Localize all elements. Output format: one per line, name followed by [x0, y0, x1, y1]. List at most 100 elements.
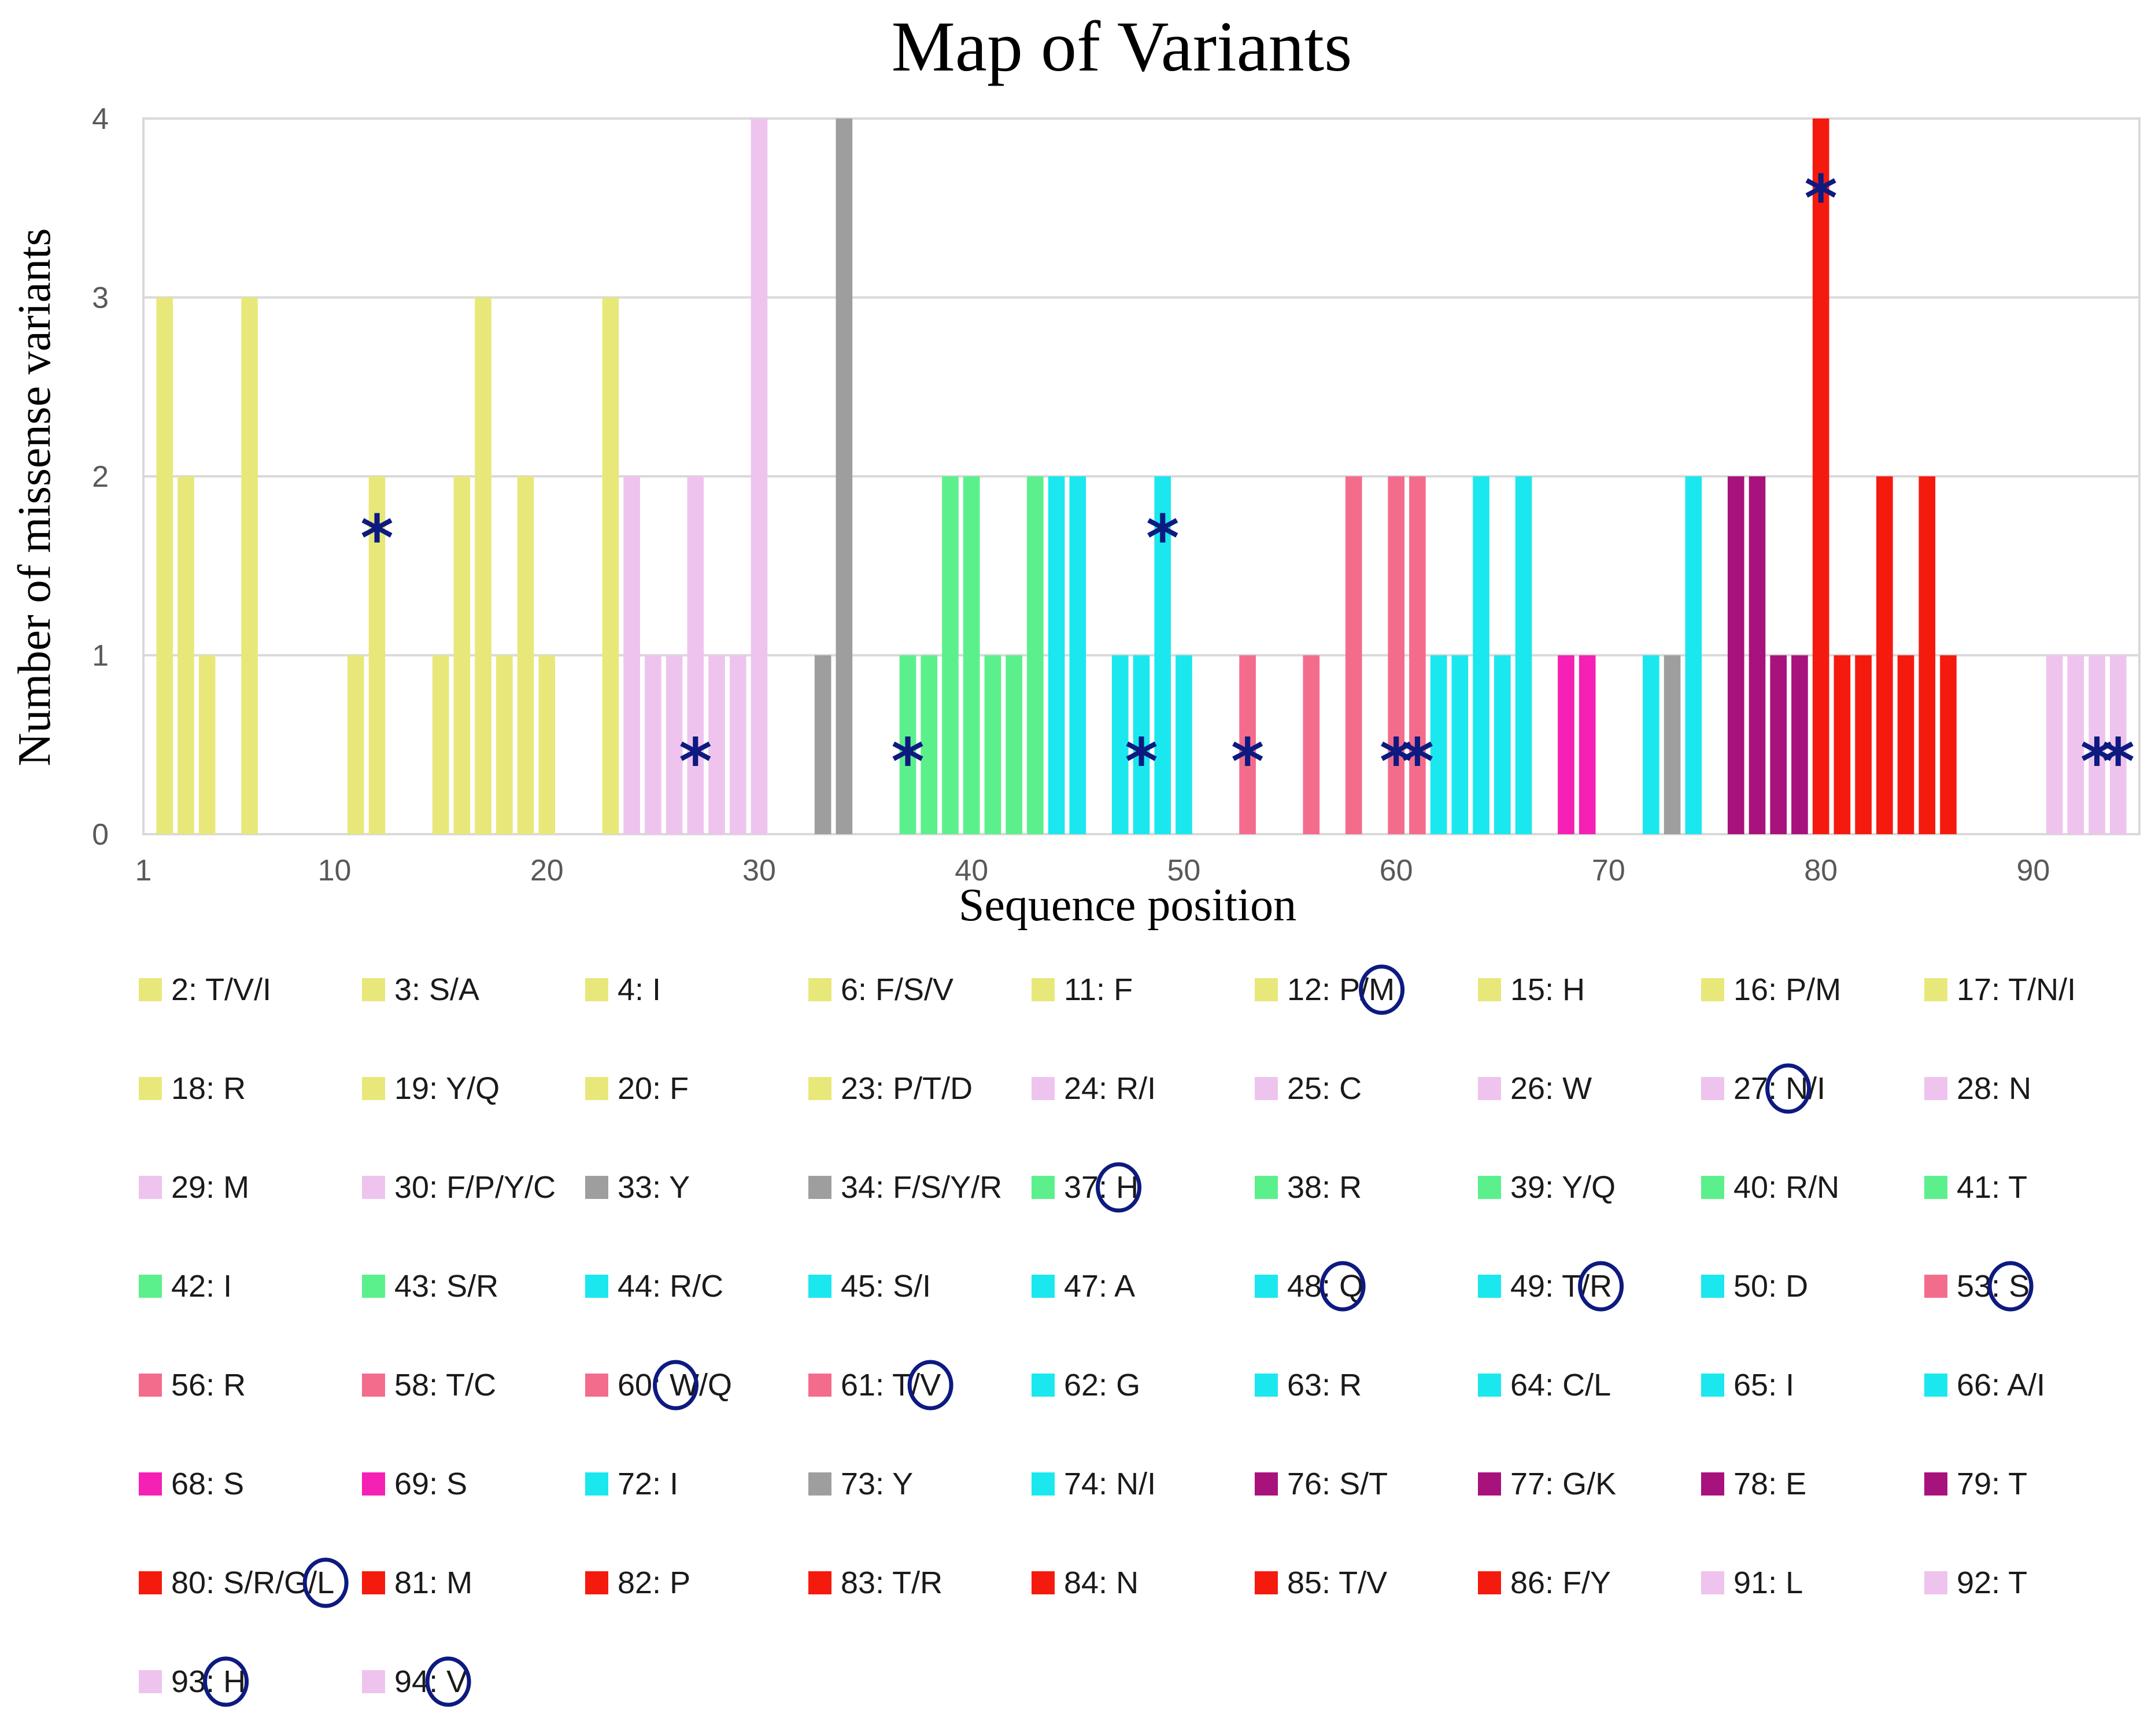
- legend-swatch: [1478, 978, 1501, 1001]
- legend-item-23: 23: P/T/D: [808, 1071, 973, 1106]
- chart-title: Map of Variants: [892, 7, 1352, 86]
- x-tick-label: 1: [135, 854, 152, 887]
- legend-label: 62: G: [1064, 1368, 1140, 1402]
- bar-pos-94: [2109, 655, 2127, 834]
- legend-item-73: 73: Y: [808, 1467, 913, 1501]
- bar-pos-20: [538, 655, 556, 834]
- bar-pos-23: [602, 297, 619, 834]
- bar-pos-53: [1239, 655, 1256, 834]
- bar-pos-72: [1643, 655, 1659, 834]
- legend-swatch: [139, 978, 162, 1001]
- bar-pos-84: [1897, 655, 1914, 834]
- legend-label: 83: T/R: [841, 1565, 942, 1600]
- legend-label: 41: T: [1957, 1170, 2027, 1205]
- bar-pos-34: [836, 119, 853, 834]
- y-tick-label: 3: [92, 282, 109, 315]
- star-marker-27: *: [679, 725, 712, 799]
- legend-item-47: 47: A: [1032, 1269, 1135, 1304]
- legend-label: 79: T: [1957, 1467, 2027, 1501]
- legend-item-48: 48: Q: [1255, 1261, 1366, 1312]
- legend-item-4: 4: I: [585, 972, 661, 1007]
- legend-label: 56: R: [171, 1368, 246, 1402]
- legend-swatch: [585, 1176, 608, 1199]
- bar-pos-17: [475, 297, 491, 834]
- highlight-circle-27: [1765, 1063, 1812, 1114]
- bar-pos-77: [1749, 476, 1766, 834]
- legend-item-42: 42: I: [139, 1269, 232, 1304]
- bar-pos-49: [1154, 476, 1171, 834]
- bar-pos-92: [2067, 655, 2084, 834]
- bar-pos-41: [984, 655, 1001, 834]
- legend-item-69: 69: S: [362, 1467, 467, 1501]
- legend-swatch: [585, 1077, 608, 1100]
- bar-pos-91: [2046, 655, 2063, 834]
- legend-item-65: 65: I: [1701, 1368, 1794, 1402]
- legend-label: 15: H: [1510, 972, 1585, 1007]
- legend-item-64: 64: C/L: [1478, 1368, 1611, 1402]
- legend-swatch: [1255, 1571, 1278, 1594]
- bar-pos-30: [751, 119, 768, 834]
- legend-swatch: [1255, 1077, 1278, 1100]
- legend-swatch: [1032, 1571, 1055, 1594]
- x-tick-label: 30: [742, 854, 776, 887]
- legend-swatch: [139, 1275, 162, 1298]
- bar-pos-83: [1876, 476, 1893, 834]
- y-tick-labels: 0 1 2 3 4: [92, 102, 109, 852]
- legend-item-83: 83: T/R: [808, 1565, 942, 1600]
- legend-swatch: [585, 1275, 608, 1298]
- bar-pos-64: [1473, 476, 1489, 834]
- legend-swatch: [1701, 1077, 1724, 1100]
- legend-label: 39: Y/Q: [1510, 1170, 1616, 1205]
- x-axis-label: Sequence position: [959, 880, 1296, 931]
- bar-pos-33: [814, 655, 831, 834]
- legend-item-27: 27: N/I: [1701, 1063, 1825, 1114]
- legend-label: 23: P/T/D: [841, 1071, 973, 1106]
- legend-label: 78: E: [1733, 1467, 1806, 1501]
- bar-pos-37: [899, 655, 916, 834]
- legend-item-6: 6: F/S/V: [808, 972, 953, 1007]
- legend-item-17: 17: T/N/I: [1924, 972, 2076, 1007]
- y-axis-label: Number of missense variants: [9, 228, 60, 767]
- legend-item-79: 79: T: [1924, 1467, 2027, 1501]
- bar-pos-6: [241, 297, 258, 834]
- x-tick-labels: 1 10 20 30 40 50 60 70 80 90: [135, 854, 2050, 887]
- x-tick-label: 80: [1804, 854, 1838, 887]
- highlight-circle-94: [425, 1656, 471, 1707]
- legend-label: 19: Y/Q: [394, 1071, 500, 1106]
- x-tick-label: 70: [1592, 854, 1625, 887]
- legend-item-66: 66: A/I: [1924, 1368, 2045, 1402]
- bar-pos-19: [517, 476, 534, 834]
- bar-pos-44: [1048, 476, 1065, 834]
- bar-pos-73: [1664, 655, 1681, 834]
- legend-item-80: 80: S/R/G/L: [139, 1557, 349, 1608]
- star-marker-61: *: [1401, 725, 1435, 799]
- legend-label: 24: R/I: [1064, 1071, 1156, 1106]
- legend-label: 42: I: [171, 1269, 232, 1304]
- legend-label: 65: I: [1733, 1368, 1794, 1402]
- legend-item-58: 58: T/C: [362, 1368, 496, 1402]
- bar-pos-29: [729, 655, 746, 834]
- bar-pos-48: [1133, 655, 1150, 834]
- legend-item-92: 92: T: [1924, 1565, 2027, 1600]
- bar-pos-12: [368, 476, 386, 834]
- legend: 2: T/V/I 3: S/A 4: I 6: F/S/V 11: F 12: P/M 15…: [139, 964, 2076, 1707]
- highlight-circle-60: [653, 1360, 699, 1411]
- legend-item-82: 82: P: [585, 1565, 690, 1600]
- legend-swatch: [1032, 1472, 1055, 1496]
- legend-label: 91: L: [1733, 1565, 1803, 1600]
- legend-item-29: 29: M: [139, 1170, 249, 1205]
- bar-pos-80: [1812, 119, 1829, 834]
- legend-swatch: [1255, 1472, 1278, 1496]
- x-tick-label: 90: [2016, 854, 2050, 887]
- legend-item-68: 68: S: [139, 1467, 244, 1501]
- x-tick-label: 60: [1380, 854, 1413, 887]
- bar-pos-39: [942, 476, 959, 834]
- legend-label: 33: Y: [618, 1170, 690, 1205]
- legend-item-93: 93: H: [139, 1656, 249, 1707]
- highlight-circle-61: [907, 1360, 953, 1411]
- bar-pos-28: [708, 655, 725, 834]
- star-marker-80: *: [1804, 161, 1838, 235]
- highlight-circle-53: [1987, 1261, 2034, 1312]
- legend-item-16: 16: P/M: [1701, 972, 1841, 1007]
- legend-label: 20: F: [618, 1071, 689, 1106]
